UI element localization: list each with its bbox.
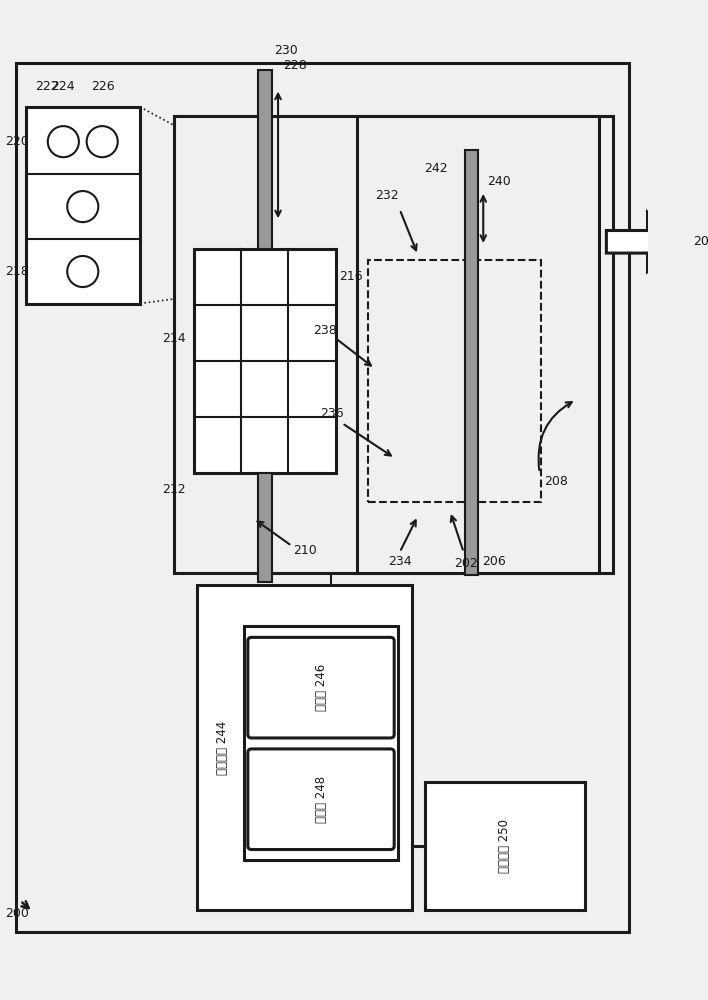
Text: 218: 218: [6, 265, 29, 278]
Bar: [367, 260, 542, 502]
Text: 200: 200: [6, 907, 29, 920]
Text: 238: 238: [313, 324, 336, 337]
Bar: [197, 585, 411, 910]
Text: 216: 216: [339, 270, 363, 283]
Bar: [244, 626, 398, 860]
Text: 242: 242: [424, 162, 447, 175]
Text: 208: 208: [544, 475, 568, 488]
Bar: [258, 473, 272, 582]
Text: 214: 214: [162, 332, 185, 345]
Text: 230: 230: [275, 44, 298, 57]
Text: 附加组件 250: 附加组件 250: [498, 819, 511, 873]
Text: 236: 236: [320, 407, 343, 420]
Bar: [465, 150, 478, 575]
Bar: [426, 782, 586, 910]
Text: 210: 210: [294, 544, 317, 557]
Text: 222: 222: [35, 80, 58, 93]
Text: 228: 228: [283, 59, 307, 72]
Polygon shape: [606, 212, 689, 272]
Text: 220: 220: [6, 135, 29, 148]
FancyBboxPatch shape: [248, 637, 394, 738]
Text: 224: 224: [51, 80, 74, 93]
Text: 234: 234: [388, 555, 411, 568]
Bar: [25, 107, 140, 304]
Bar: [194, 249, 336, 473]
Text: 226: 226: [91, 80, 115, 93]
Bar: [258, 70, 272, 249]
Text: 处理器 246: 处理器 246: [314, 664, 328, 711]
Bar: [357, 116, 599, 573]
FancyBboxPatch shape: [248, 749, 394, 850]
Bar: [173, 116, 612, 573]
Text: 204: 204: [693, 235, 708, 248]
Text: 存储器 248: 存储器 248: [314, 776, 328, 823]
Text: 232: 232: [375, 189, 399, 202]
Text: 240: 240: [487, 175, 510, 188]
Text: 202: 202: [455, 557, 479, 570]
Text: 206: 206: [482, 555, 506, 568]
Text: 控制系统 244: 控制系统 244: [216, 721, 229, 775]
Text: 212: 212: [162, 483, 185, 496]
